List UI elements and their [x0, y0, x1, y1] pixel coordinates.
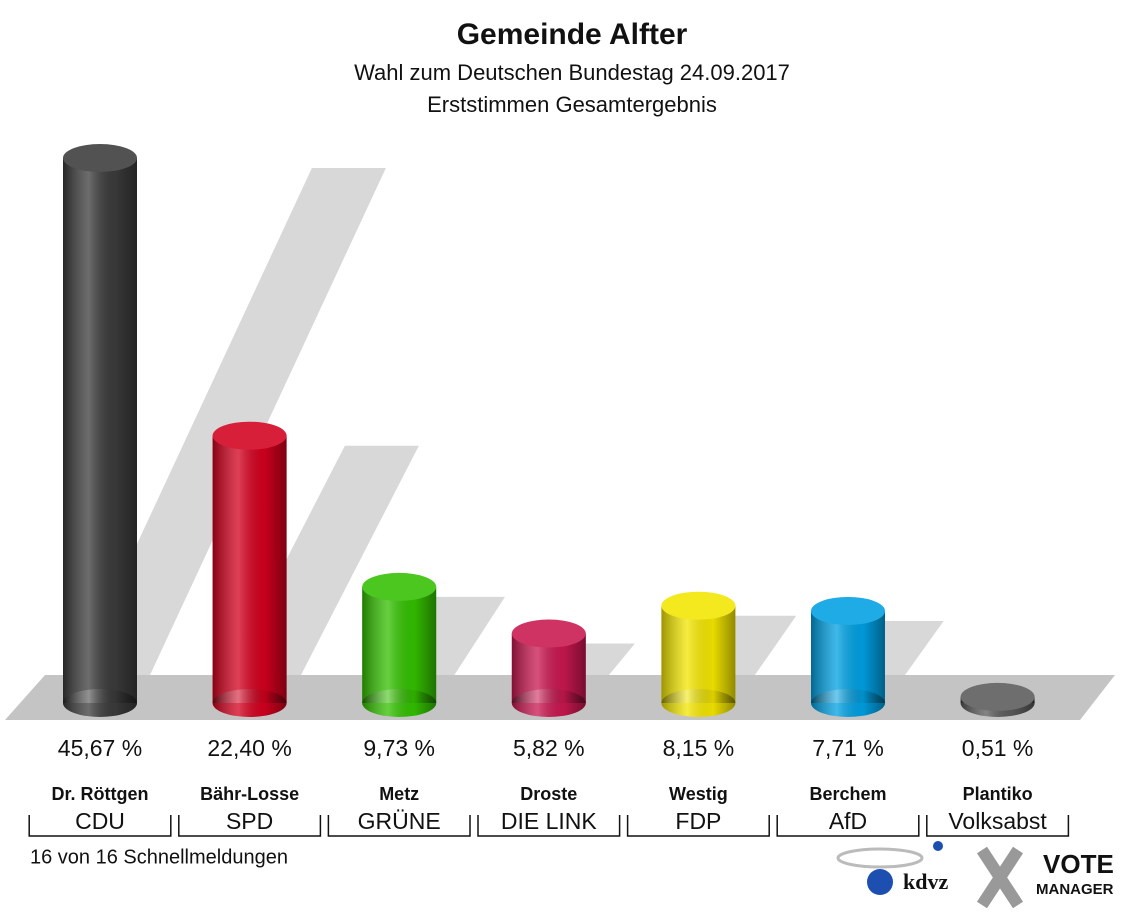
party-bracket: [926, 815, 1070, 837]
logo-swoosh: [836, 847, 924, 869]
value-label: 5,82 %: [513, 735, 585, 761]
chart-subtitle: Erststimmen Gesamtergebnis: [427, 92, 717, 117]
bar-top-highlight: [63, 144, 137, 172]
candidate-label: Droste: [520, 784, 577, 804]
party-bracket: [327, 815, 471, 837]
party-label: FDP: [675, 808, 721, 834]
value-label: 7,71 %: [812, 735, 884, 761]
bar-top-highlight: [960, 682, 1035, 711]
bar-top: [362, 572, 437, 601]
candidate-label: Dr. Röttgen: [52, 784, 149, 804]
chart-subtitle: Wahl zum Deutschen Bundestag 24.09.2017: [354, 60, 790, 85]
party-label: SPD: [226, 808, 273, 834]
bar-top-highlight: [661, 591, 736, 620]
party-label: DIE LINK: [501, 808, 598, 834]
party-bracket: [776, 815, 920, 837]
bar-shade: [362, 586, 437, 703]
bar-top: [960, 682, 1035, 711]
value-label: 0,51 %: [962, 735, 1034, 761]
party-bracket: [477, 815, 621, 837]
bar-top: [661, 591, 736, 620]
logo-vote: VOTE: [1043, 849, 1114, 879]
value-label: 8,15 %: [663, 735, 735, 761]
party-label: AfD: [829, 808, 867, 834]
logo: kdvz VOTE MANAGER: [836, 841, 1114, 909]
bars: [63, 144, 1035, 717]
bar-top: [511, 619, 586, 648]
party-bracket: [626, 815, 770, 837]
candidate-label: Metz: [379, 784, 419, 804]
party-label: GRÜNE: [358, 808, 441, 834]
bar-top: [212, 421, 287, 450]
bar-top-highlight: [811, 596, 885, 625]
bar-top: [63, 144, 137, 172]
candidate-label: Bähr-Losse: [200, 784, 299, 804]
candidate-label: Plantiko: [963, 784, 1033, 804]
bar-shade: [811, 610, 885, 703]
party-bracket: [178, 815, 322, 837]
chart-title: Gemeinde Alfter: [457, 18, 688, 51]
bar-top: [811, 596, 885, 625]
footer: 16 von 16 Schnellmeldungen: [30, 846, 288, 868]
party-bracket: [28, 815, 172, 837]
party-label: CDU: [75, 808, 125, 834]
candidate-label: Westig: [669, 784, 728, 804]
logo-x: [976, 846, 1024, 909]
bar-shade: [63, 158, 137, 703]
logo-globe: [867, 869, 893, 895]
logo-kdvz: kdvz: [903, 869, 948, 894]
logo-manager: MANAGER: [1036, 881, 1114, 898]
logo-dot: [933, 841, 943, 851]
party-label: Volksabst: [948, 808, 1047, 834]
bar-top-highlight: [511, 619, 586, 648]
bar-top-highlight: [212, 421, 287, 450]
bar-top-highlight: [362, 572, 437, 601]
bar-shade: [661, 605, 736, 703]
value-label: 45,67 %: [58, 735, 142, 761]
value-label: 9,73 %: [363, 735, 435, 761]
value-label: 22,40 %: [207, 735, 291, 761]
candidate-label: Berchem: [809, 784, 886, 804]
bar-shade: [212, 435, 287, 703]
